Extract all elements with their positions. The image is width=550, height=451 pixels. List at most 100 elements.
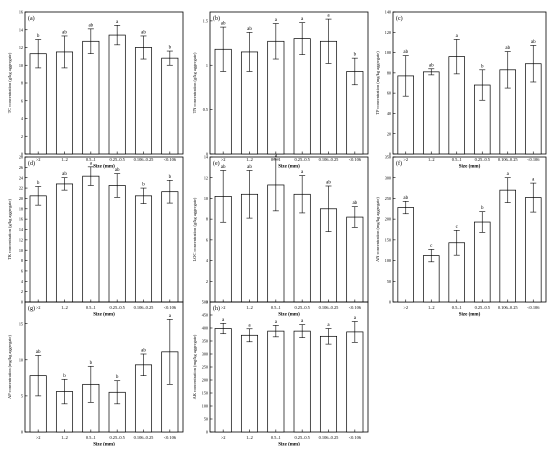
panel-2-ytick-label: 0.5 bbox=[203, 107, 208, 112]
panel-1-xtick-label: >2 bbox=[36, 157, 41, 162]
panel-1-ytick-label: 2 bbox=[21, 134, 23, 139]
panel-5-ytick-label: 6 bbox=[206, 237, 208, 242]
panel-4-ylabel: TK concentration (g/kg aggregate) bbox=[7, 199, 12, 260]
panel-8-bar bbox=[346, 331, 364, 433]
panel-3-ytick-label: 80 bbox=[387, 70, 391, 75]
panel-4-bar bbox=[29, 195, 47, 303]
panel-3-ytick-label: 40 bbox=[387, 111, 391, 116]
panel-4-xtick-label: 1–2 bbox=[61, 305, 68, 310]
panel-6-bar bbox=[397, 207, 415, 303]
panel-4-bar bbox=[82, 175, 100, 303]
panel-7-ytick-label: 5 bbox=[21, 393, 23, 398]
panel-4-ytick-label: 0 bbox=[21, 300, 23, 305]
panel-1-sig-letter: b bbox=[169, 46, 172, 51]
panel-2-ytick-label: 1 bbox=[206, 63, 208, 68]
panel-2-sig-letter: a bbox=[275, 18, 278, 23]
panel-1-bar bbox=[82, 40, 100, 155]
panel-3-label: (c) bbox=[396, 15, 403, 22]
panel-6-ytick-label: 250 bbox=[385, 196, 391, 201]
panel-7-sig-letter: a bbox=[169, 314, 172, 319]
panel-8-ytick-label: 150 bbox=[202, 391, 208, 396]
panel-2-sig-letter: ab bbox=[247, 27, 252, 32]
panel-2-ytick-label: 1.5 bbox=[203, 18, 208, 23]
panel-3-xlabel: Size (mm) bbox=[459, 165, 481, 170]
panel-4-ytick-label: 14 bbox=[19, 227, 24, 232]
panel-7-xtick-label: <0.106 bbox=[164, 435, 177, 440]
panel-6-xtick-label: 0.5–1 bbox=[452, 305, 462, 310]
panel-7-xtick-label: 1–2 bbox=[61, 435, 68, 440]
panel-4-xtick-label: 0.106–0.25 bbox=[134, 305, 155, 310]
panel-4-sig-letter: ab bbox=[62, 172, 67, 177]
panel-3-sig-letter: ab bbox=[429, 63, 434, 68]
panel-2-sig-letter: ab bbox=[221, 22, 226, 27]
panel-4-ytick-label: 12 bbox=[19, 237, 23, 242]
panel-6-ylabel: AN concentration (mg/kg aggregate) bbox=[375, 197, 380, 262]
panel-8-sig-letter: a bbox=[222, 318, 225, 323]
panel-5-sig-letter: ab bbox=[247, 165, 252, 170]
panel-1-xtick-label: 0.5–1 bbox=[86, 157, 96, 162]
panel-8-ytick-label: 200 bbox=[202, 378, 208, 383]
panel-8-ylabel: AK concentration (mg/kg aggregate) bbox=[192, 334, 197, 399]
panel-1-sig-letter: ab bbox=[62, 30, 67, 35]
panel-6-xlabel: Size (mm) bbox=[459, 313, 481, 318]
panel-4-sig-letter: b bbox=[37, 181, 40, 186]
panel-6-ytick-label: 200 bbox=[385, 217, 391, 222]
panel-4-ytick-label: 10 bbox=[19, 248, 23, 253]
panel-2-bar bbox=[293, 38, 311, 155]
panel-6-frame bbox=[392, 156, 547, 303]
panel-5-ylabel: LOC concentration (g/kg aggregate) bbox=[192, 197, 197, 261]
panel-5-sig-letter: ab bbox=[326, 181, 331, 186]
panel-1-ytick-label: 6 bbox=[21, 98, 23, 103]
panel-1-sig-letter: ab bbox=[88, 23, 93, 28]
panel-8-sig-letter: a bbox=[248, 323, 251, 328]
panel-8-xtick-label: 0.5–1 bbox=[271, 435, 281, 440]
panel-8-xtick-label: 0.25–0.5 bbox=[294, 435, 310, 440]
panel-7-xtick-label: >2 bbox=[36, 435, 41, 440]
panel-3-ytick-label: 0 bbox=[389, 152, 391, 157]
panel-1-ylabel: TC concentration (g/kg aggregate) bbox=[7, 52, 12, 113]
panel-5-ytick-label: 12 bbox=[204, 175, 208, 180]
panel-2-xtick-label: <0.106 bbox=[349, 157, 362, 162]
panel-4-ytick-label: 24 bbox=[19, 175, 24, 180]
panel-4-ytick-label: 2 bbox=[21, 289, 23, 294]
panel-3-ytick-label: 20 bbox=[387, 131, 391, 136]
panel-8-xtick-label: <0.106 bbox=[349, 435, 362, 440]
panel-6-xtick-label: 1–2 bbox=[428, 305, 435, 310]
panel-8-sig-letter: a bbox=[327, 323, 330, 328]
panel-7-label: (g) bbox=[28, 305, 35, 312]
panel-8-ytick-label: 500 bbox=[202, 300, 208, 305]
panel-8-xlabel: Size (mm) bbox=[278, 443, 300, 447]
panel-2-xtick-label: 1–2 bbox=[246, 157, 253, 162]
panel-7-xtick-label: 0.106–0.25 bbox=[134, 435, 155, 440]
panel-5-xtick-label: 0.5–1 bbox=[271, 305, 281, 310]
panel-6-sig-letter: b bbox=[481, 206, 484, 211]
panel-2-xtick-label: >2 bbox=[221, 157, 226, 162]
panel-8-bar bbox=[214, 328, 232, 433]
panel-8-bar bbox=[240, 334, 259, 433]
panel-7-sig-letter: b bbox=[116, 375, 119, 380]
panel-6-ytick-label: 150 bbox=[385, 237, 391, 242]
panel-6-ytick-label: 0 bbox=[389, 300, 391, 305]
panel-8-frame bbox=[209, 301, 369, 433]
panel-2-xtick-label: 0.106–0.25 bbox=[319, 157, 340, 162]
panel-1-xtick-label: 0.25–0.5 bbox=[109, 157, 125, 162]
panel-3-ytick-label: 100 bbox=[385, 50, 391, 55]
panel-7-ytick-label: 15 bbox=[19, 321, 23, 326]
panel-1-xlabel: Size (mm) bbox=[93, 165, 115, 170]
panel-4-sig-letter: a bbox=[90, 161, 93, 166]
panel-4-ytick-label: 6 bbox=[21, 269, 23, 274]
panel-7-ytick-label: 0 bbox=[21, 430, 23, 435]
panel-1-bar bbox=[29, 53, 47, 155]
panel-8-sig-letter: a bbox=[354, 316, 357, 321]
panel-8-xtick-label: 1–2 bbox=[246, 435, 253, 440]
panel-2-xlabel: Size (mm) bbox=[278, 165, 300, 170]
panel-8-bar bbox=[267, 330, 285, 433]
panel-1-sig-letter: ab bbox=[141, 30, 146, 35]
panel-3-xtick-label: 1–2 bbox=[428, 157, 435, 162]
panel-5-sig-letter: ab bbox=[352, 201, 357, 206]
panel-3-frame bbox=[392, 11, 547, 155]
panel-3-xtick-label: 0.106–0.25 bbox=[498, 157, 519, 162]
panel-7-frame bbox=[24, 301, 184, 433]
panel-3-xtick-label: 0.5–1 bbox=[452, 157, 462, 162]
panel-1-ytick-label: 8 bbox=[21, 81, 23, 86]
